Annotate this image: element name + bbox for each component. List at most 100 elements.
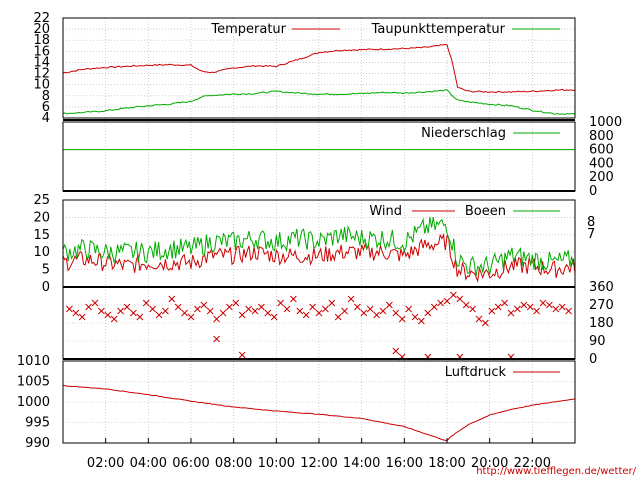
marker-stroke <box>168 295 176 303</box>
direction-marker <box>194 305 201 313</box>
direction-marker <box>469 305 476 313</box>
direction-marker <box>379 307 387 315</box>
dewpoint-line <box>62 89 576 116</box>
marker-stroke <box>443 297 451 305</box>
direction-marker <box>226 303 233 311</box>
y-tick-label: 14 <box>33 55 50 70</box>
right-label: 7 <box>587 227 595 242</box>
direction-marker <box>168 295 176 303</box>
x-tick-label: 02:00 <box>87 456 124 471</box>
marker-stroke <box>136 313 144 321</box>
y-tick-label-right: 270 <box>589 298 614 313</box>
marker-stroke <box>219 309 227 317</box>
panel-frame <box>62 17 576 119</box>
direction-marker <box>360 309 368 317</box>
direction-marker <box>443 297 451 305</box>
marker-stroke <box>558 303 566 311</box>
marker-stroke <box>507 309 515 317</box>
direction-marker <box>155 311 163 319</box>
direction-marker <box>238 351 246 359</box>
direction-marker <box>501 299 508 307</box>
marker-stroke <box>354 303 361 311</box>
y-tick-label: 10 <box>33 245 50 260</box>
direction-marker <box>520 301 528 309</box>
direction-marker <box>494 303 502 311</box>
direction-marker <box>174 303 182 311</box>
legend-label: Temperatur <box>210 22 286 37</box>
marker-stroke <box>424 309 432 317</box>
direction-marker <box>334 313 342 321</box>
marker-stroke <box>232 299 240 307</box>
direction-marker <box>546 301 553 309</box>
direction-marker <box>66 305 73 313</box>
y-tick-label-right: 180 <box>589 316 614 331</box>
y-tick-label: 20 <box>33 210 50 225</box>
marker-stroke <box>469 305 476 313</box>
direction-marker <box>85 303 92 311</box>
direction-marker <box>328 299 336 307</box>
y-tick-label: 22 <box>33 11 50 26</box>
marker-stroke <box>238 351 246 359</box>
x-tick-label: 10:00 <box>258 456 295 471</box>
direction-marker <box>91 299 99 307</box>
direction-marker <box>213 315 220 323</box>
direction-marker <box>264 309 272 317</box>
y-tick-label: 990 <box>25 436 50 451</box>
direction-marker <box>475 315 483 323</box>
direction-marker <box>539 299 547 307</box>
marker-stroke <box>347 295 355 303</box>
marker-stroke <box>181 309 188 317</box>
direction-marker <box>507 309 515 317</box>
direction-marker <box>187 313 195 321</box>
direction-marker <box>149 305 156 313</box>
marker-stroke <box>72 309 80 317</box>
x-tick-label: 08:00 <box>215 456 252 471</box>
direction-marker <box>558 303 566 311</box>
marker-stroke <box>206 307 214 315</box>
marker-stroke <box>392 347 400 355</box>
direction-marker <box>270 313 278 321</box>
marker-stroke <box>565 307 572 315</box>
direction-marker <box>290 295 297 303</box>
direction-marker <box>98 307 105 315</box>
marker-stroke <box>226 303 233 311</box>
direction-marker <box>437 299 444 307</box>
marker-stroke <box>482 319 489 327</box>
marker-stroke <box>302 311 310 319</box>
direction-marker <box>392 309 400 317</box>
marker-stroke <box>315 309 323 317</box>
marker-stroke <box>462 301 470 309</box>
direction-marker <box>526 303 534 311</box>
marker-stroke <box>437 299 444 307</box>
marker-stroke <box>162 307 169 315</box>
marker-stroke <box>341 307 348 315</box>
y-tick-label-right: 400 <box>589 156 614 171</box>
direction-marker <box>354 303 361 311</box>
direction-marker <box>130 309 137 317</box>
marker-stroke <box>245 305 252 313</box>
direction-marker <box>78 313 86 321</box>
marker-stroke <box>296 307 304 315</box>
marker-stroke <box>270 313 278 321</box>
x-tick-label: 20:00 <box>471 456 508 471</box>
marker-stroke <box>526 303 534 311</box>
marker-stroke <box>104 311 112 319</box>
marker-stroke <box>213 335 220 343</box>
x-tick-label: 12:00 <box>300 456 337 471</box>
marker-stroke <box>520 301 528 309</box>
direction-marker <box>533 307 540 315</box>
gust-line <box>62 216 576 277</box>
direction-marker <box>110 315 118 323</box>
direction-marker <box>462 301 470 309</box>
x-tick-label: 06:00 <box>172 456 209 471</box>
y-tick-label-right: 360 <box>589 280 614 295</box>
marker-stroke <box>142 299 150 307</box>
y-tick-label: 25 <box>33 193 50 208</box>
marker-stroke <box>360 309 368 317</box>
direction-marker <box>213 335 220 343</box>
direction-marker <box>405 305 412 313</box>
marker-stroke <box>373 311 380 319</box>
marker-stroke <box>187 313 195 321</box>
marker-stroke <box>309 303 316 311</box>
direction-marker <box>219 309 227 317</box>
